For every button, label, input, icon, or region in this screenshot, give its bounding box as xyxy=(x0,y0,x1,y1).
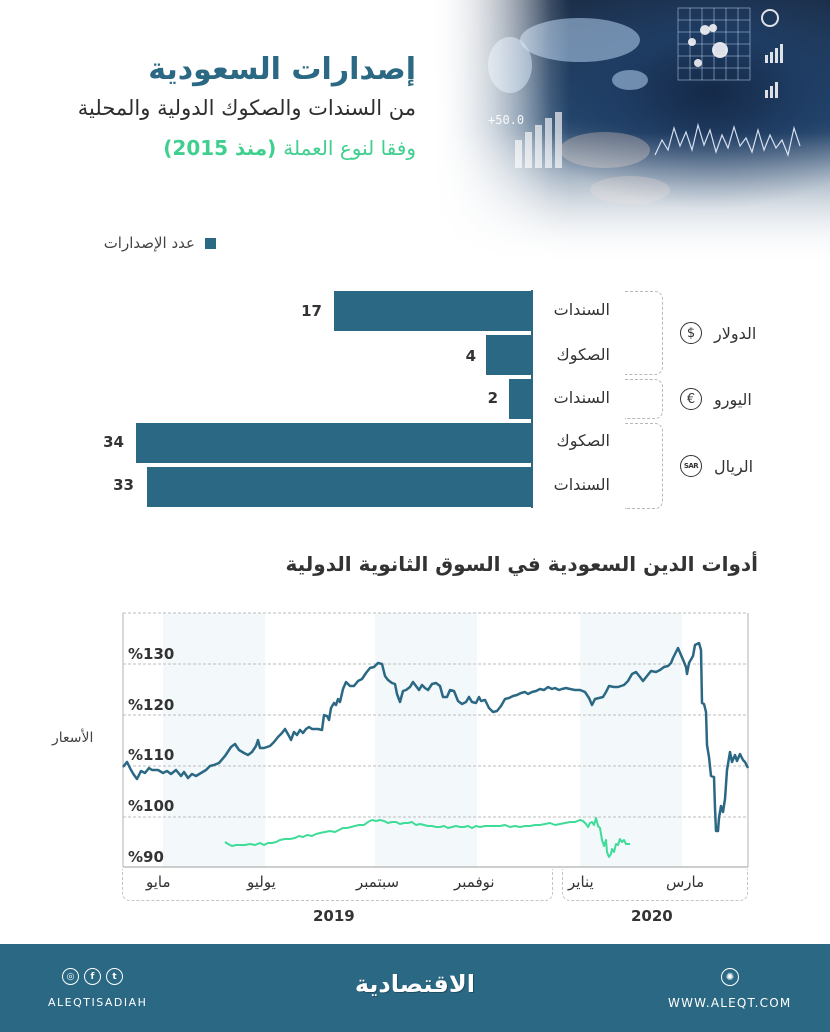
facebook-icon[interactable]: f xyxy=(84,968,101,985)
chart-gridlines xyxy=(123,612,748,818)
bar-euro-bonds xyxy=(509,379,531,419)
month-label-may: مايو xyxy=(146,873,171,891)
month-label-july: يوليو xyxy=(247,873,276,891)
issuance-bar-chart: 17 السندات 4 الصكوك 2 السندات 34 الصكوك … xyxy=(0,285,830,515)
group-bracket-dollar xyxy=(625,291,663,375)
bar-dollar-bonds xyxy=(334,291,531,331)
bar-dollar-sukuk xyxy=(486,335,531,375)
chart-band xyxy=(163,613,265,867)
line-chart-ylabel: الأسعار xyxy=(52,730,94,746)
debt-instruments-line-chart xyxy=(122,612,750,868)
ytick-label: %110 xyxy=(128,746,175,764)
legend-label: عدد الإصدارات xyxy=(103,234,195,252)
infographic-note: وفقا لنوع العملة (منذ 2015) xyxy=(163,136,416,160)
ytick-label: %100 xyxy=(128,797,175,815)
ytick-label: %130 xyxy=(128,645,175,663)
group-bracket-euro xyxy=(625,379,663,419)
bar-category: السندات xyxy=(553,388,610,407)
brand-logo: الاقتصادية xyxy=(354,970,475,998)
twitter-icon[interactable]: t xyxy=(106,968,123,985)
year-label-2020: 2020 xyxy=(631,907,673,925)
note-since: (منذ 2015) xyxy=(163,136,277,160)
social-icons: ◎ f t xyxy=(62,968,123,985)
series-dark-line xyxy=(122,641,750,833)
year-bracket-2019 xyxy=(122,869,553,901)
infographic-title: إصدارات السعودية xyxy=(148,52,416,87)
bar-riyal-sukuk xyxy=(136,423,531,463)
bar-value: 33 xyxy=(113,476,134,494)
bar-chart-axis xyxy=(531,290,533,508)
infographic-subtitle: من السندات والصكوك الدولية والمحلية xyxy=(77,96,416,120)
bar-riyal-bonds xyxy=(147,467,531,507)
ytick-label: %120 xyxy=(128,696,175,714)
bar-category: الصكوك xyxy=(556,345,610,364)
euro-icon: € xyxy=(680,388,702,410)
website-link[interactable]: WWW.ALEQT.COM xyxy=(668,996,792,1010)
month-label-march: مارس xyxy=(666,873,705,891)
currency-group-euro: € اليورو xyxy=(680,388,752,410)
social-handle[interactable]: ALEQTISADIAH xyxy=(48,996,148,1009)
currency-label: اليورو xyxy=(714,389,752,409)
bar-value: 4 xyxy=(465,347,476,365)
year-label-2019: 2019 xyxy=(313,907,355,925)
bar-category: السندات xyxy=(553,475,610,494)
currency-group-riyal: SAR الريال xyxy=(680,455,753,477)
month-label-january: يناير xyxy=(568,873,594,891)
bar-category: السندات xyxy=(553,300,610,319)
website-icon[interactable]: ✺ xyxy=(721,968,739,986)
series-green-line xyxy=(224,817,630,858)
dollar-icon: $ xyxy=(680,322,702,344)
bar-value: 17 xyxy=(301,302,322,320)
bar-category: الصكوك xyxy=(556,431,610,450)
chart-band xyxy=(580,613,682,867)
bar-value: 34 xyxy=(103,433,124,451)
legend-swatch xyxy=(205,237,216,249)
ytick-label: %90 xyxy=(128,848,164,866)
sar-icon: SAR xyxy=(680,455,702,477)
line-chart-title: أدوات الدين السعودية في السوق الثانوية ا… xyxy=(285,552,759,576)
header-image-fade xyxy=(430,0,830,265)
note-text: وفقا لنوع العملة xyxy=(283,136,416,160)
month-label-november: نوفمبر xyxy=(454,873,495,891)
currency-label: الريال xyxy=(714,456,754,476)
chart-band xyxy=(375,613,477,867)
group-bracket-riyal xyxy=(625,423,663,509)
year-bracket-2020 xyxy=(562,869,748,901)
month-label-september: سبتمبر xyxy=(356,873,400,891)
currency-group-dollar: $ الدولار xyxy=(680,322,756,344)
bar-chart-legend: عدد الإصدارات xyxy=(104,234,216,252)
footer: ◎ f t ALEQTISADIAH الاقتصادية ✺ WWW.ALEQ… xyxy=(0,944,830,1032)
currency-label: الدولار xyxy=(714,323,757,343)
instagram-icon[interactable]: ◎ xyxy=(62,968,79,985)
bar-value: 2 xyxy=(487,389,498,407)
